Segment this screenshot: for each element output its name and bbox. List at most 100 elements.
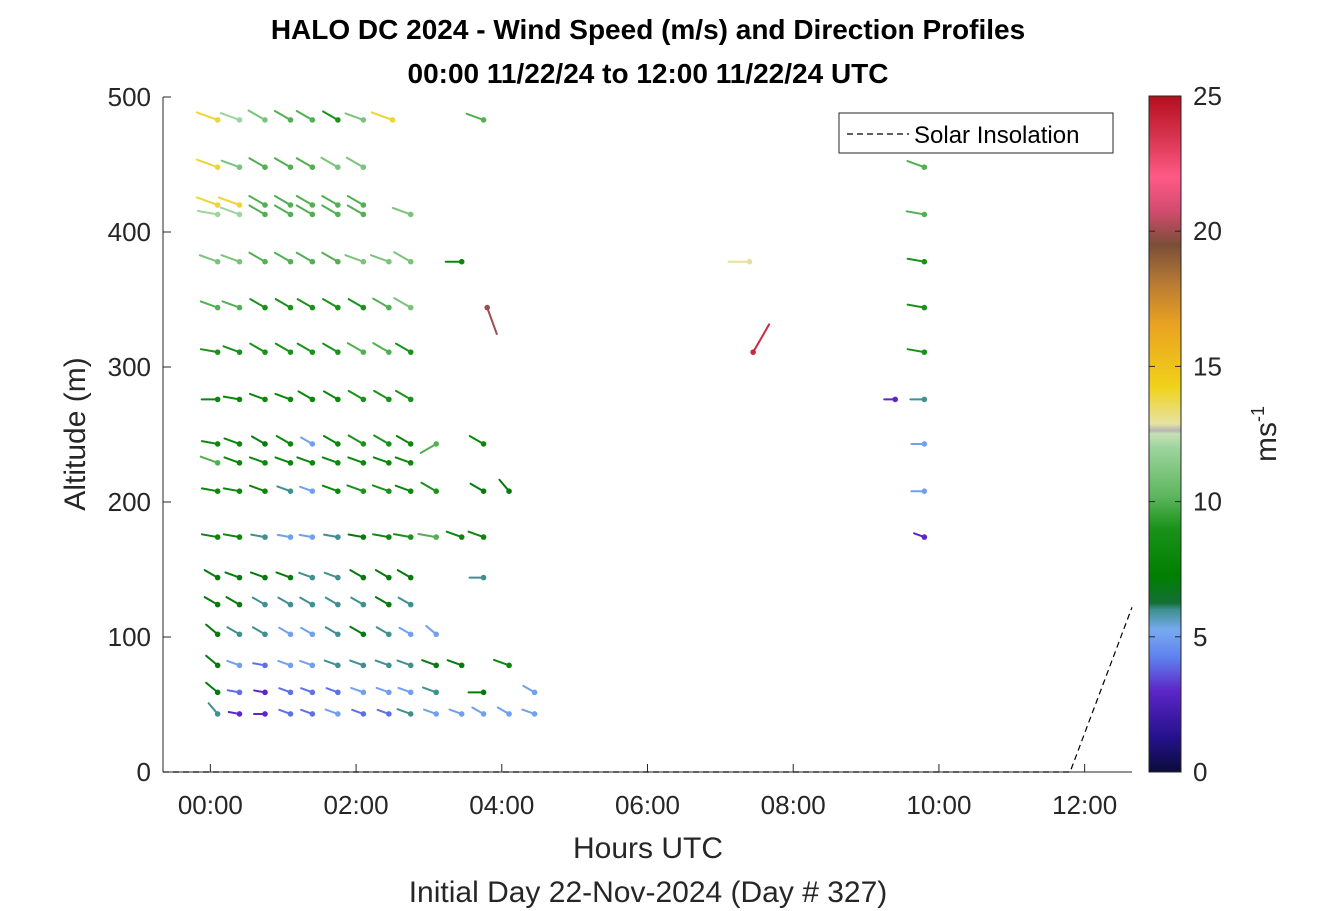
colorbar-tick-label: 10 <box>1193 487 1222 517</box>
wind-barb <box>346 195 367 208</box>
wind-barb <box>196 209 221 218</box>
y-tick-label: 200 <box>108 487 151 517</box>
wind-barb-point <box>236 117 243 123</box>
wind-barb-point <box>236 601 243 608</box>
wind-barb-shaft <box>295 157 314 169</box>
wind-barb <box>323 533 341 540</box>
wind-barb-shaft <box>296 342 314 354</box>
wind-barb <box>374 569 392 581</box>
wind-barb-point <box>262 304 268 311</box>
wind-barb-point <box>360 460 367 466</box>
wind-barb-point <box>287 662 294 669</box>
wind-barb <box>277 659 294 669</box>
wind-barb-point <box>360 211 367 218</box>
wind-barb-point <box>309 534 316 540</box>
wind-barb <box>394 389 414 403</box>
wind-barb-shaft <box>248 251 266 263</box>
wind-barb <box>277 596 294 608</box>
colorbar-gradient <box>1148 95 1182 773</box>
wind-barb <box>200 487 221 495</box>
wind-barb <box>370 254 392 265</box>
wind-barb-point <box>386 441 392 447</box>
wind-barb <box>295 157 316 170</box>
wind-barb-shaft <box>198 254 219 263</box>
wind-barb-point <box>506 488 512 495</box>
wind-barb-point <box>214 349 221 355</box>
wind-barb-point <box>309 601 316 608</box>
wind-barb-point <box>360 202 367 208</box>
wind-barb-point <box>309 711 316 717</box>
wind-barb-shaft <box>217 196 241 206</box>
wind-barb <box>350 686 367 696</box>
wind-barb-point <box>407 211 414 218</box>
wind-barb-shaft <box>199 348 219 354</box>
wind-barb-point <box>335 460 341 466</box>
wind-barb <box>321 204 341 218</box>
wind-barb-point <box>262 441 268 447</box>
wind-barb-shaft <box>906 303 926 309</box>
wind-barb <box>300 626 316 638</box>
wind-barb-point <box>386 711 392 717</box>
wind-barb <box>392 533 414 540</box>
wind-barb <box>247 109 268 123</box>
wind-barb <box>420 481 440 495</box>
wind-barb-point <box>407 711 414 717</box>
wind-barb <box>324 708 341 717</box>
wind-barb-point <box>262 202 268 208</box>
wind-barb-shaft <box>420 481 438 493</box>
wind-barb <box>248 484 268 495</box>
svg-text:ms-1: ms-1 <box>1248 406 1283 462</box>
wind-barb <box>347 533 367 540</box>
x-tick-label: 08:00 <box>761 790 826 820</box>
wind-barb <box>421 659 440 669</box>
wind-barb <box>469 482 487 495</box>
wind-barb <box>417 532 440 540</box>
wind-barb-point <box>214 574 221 581</box>
wind-barb <box>393 297 414 311</box>
wind-barb-point <box>386 258 392 265</box>
wind-barb-shaft <box>273 157 292 169</box>
wind-barb-shaft <box>274 298 292 309</box>
wind-barb <box>883 396 899 403</box>
wind-barb <box>275 434 294 447</box>
wind-barb-point <box>214 601 221 608</box>
wind-barb <box>376 708 392 717</box>
wind-barb-point <box>921 396 928 403</box>
wind-barb <box>468 434 487 447</box>
wind-barb <box>199 300 221 311</box>
wind-barb <box>393 251 414 265</box>
wind-barb-point <box>236 534 243 540</box>
wind-barb-point <box>262 258 268 265</box>
wind-barb-point <box>236 349 243 355</box>
wind-barb-point <box>506 711 512 717</box>
wind-barb <box>251 435 268 447</box>
wind-barb-point <box>309 349 316 355</box>
wind-barb-shaft <box>372 342 390 354</box>
wind-barb-point <box>287 601 294 608</box>
wind-barb-point <box>480 534 487 540</box>
wind-barb-shaft <box>295 251 314 263</box>
wind-barb-shaft <box>346 484 365 493</box>
wind-barb <box>351 708 367 717</box>
wind-barb <box>207 702 221 717</box>
wind-barb-point <box>287 711 294 717</box>
wind-barb <box>219 112 243 123</box>
wind-barb <box>248 157 268 170</box>
wind-barb <box>349 625 367 638</box>
wind-barb-point <box>262 396 268 403</box>
wind-barb <box>906 257 928 265</box>
wind-barb-shaft <box>347 298 365 309</box>
wind-barb-point <box>458 662 465 669</box>
wind-barb <box>395 434 414 447</box>
wind-barb-point <box>386 601 392 608</box>
x-tick-label: 12:00 <box>1052 790 1117 820</box>
wind-barb <box>373 389 392 403</box>
wind-barb <box>910 488 928 495</box>
wind-barb <box>222 395 243 403</box>
wind-barb <box>375 686 392 696</box>
wind-barb <box>273 109 294 123</box>
wind-barb-shaft <box>295 195 314 206</box>
wind-barb-point <box>287 534 294 540</box>
wind-barb-point <box>236 202 243 208</box>
wind-barb-point <box>309 164 316 170</box>
